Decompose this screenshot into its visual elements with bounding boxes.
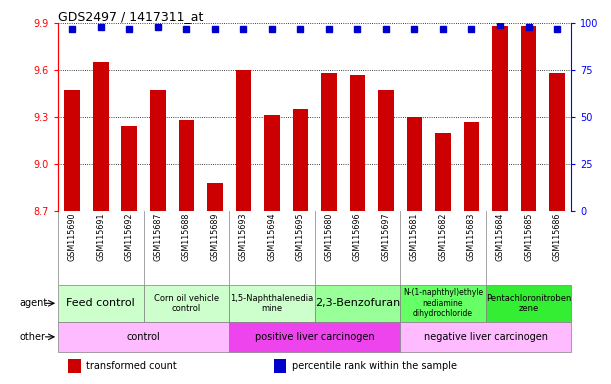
Bar [321, 73, 337, 211]
Bar [435, 133, 451, 211]
Bar [207, 183, 223, 211]
Bar [15, 383, 16, 384]
Text: agent: agent [20, 298, 48, 308]
Text: positive liver carcinogen: positive liver carcinogen [255, 332, 375, 342]
Text: GSM115683: GSM115683 [467, 212, 476, 261]
Text: negative liver carcinogen: negative liver carcinogen [424, 332, 547, 342]
Bar [274, 359, 287, 373]
Text: Pentachloronitroben
zene: Pentachloronitroben zene [486, 294, 571, 313]
Text: Corn oil vehicle
control: Corn oil vehicle control [154, 294, 219, 313]
Bar [58, 285, 144, 322]
Text: GSM115685: GSM115685 [524, 212, 533, 261]
Text: control: control [126, 332, 161, 342]
Text: Feed control: Feed control [67, 298, 135, 308]
Bar [229, 322, 400, 352]
Bar [68, 359, 81, 373]
Text: GSM115695: GSM115695 [296, 212, 305, 261]
Bar [407, 117, 422, 211]
Bar [144, 285, 229, 322]
Bar [486, 285, 571, 322]
Bar [2, 383, 4, 384]
Text: GSM115690: GSM115690 [68, 212, 77, 261]
Bar [5, 383, 7, 384]
Bar [400, 285, 486, 322]
Bar [492, 26, 508, 211]
Bar [9, 383, 10, 384]
Bar [236, 70, 251, 211]
Bar [13, 383, 15, 384]
Text: transformed count: transformed count [86, 361, 177, 371]
Bar [378, 90, 394, 211]
Bar [549, 73, 565, 211]
Bar [293, 109, 309, 211]
Text: 1,5-Naphthalenedia
mine: 1,5-Naphthalenedia mine [230, 294, 313, 313]
Bar [4, 383, 5, 384]
Bar [264, 116, 280, 211]
Bar [178, 120, 194, 211]
Text: N-(1-naphthyl)ethyle
nediamine
dihydrochloride: N-(1-naphthyl)ethyle nediamine dihydroch… [403, 288, 483, 318]
Bar [229, 285, 315, 322]
Bar [122, 126, 137, 211]
Text: GSM115689: GSM115689 [210, 212, 219, 261]
Bar [16, 383, 18, 384]
Text: other: other [20, 332, 46, 342]
Text: GSM115694: GSM115694 [268, 212, 276, 261]
Text: GSM115686: GSM115686 [552, 212, 562, 261]
Text: GSM115681: GSM115681 [410, 212, 419, 261]
Text: GSM115688: GSM115688 [182, 212, 191, 261]
Bar [464, 122, 480, 211]
Text: GSM115696: GSM115696 [353, 212, 362, 261]
Bar [349, 75, 365, 211]
Text: GSM115693: GSM115693 [239, 212, 248, 261]
Text: GSM115680: GSM115680 [324, 212, 334, 261]
Text: GSM115684: GSM115684 [496, 212, 505, 261]
Text: GSM115691: GSM115691 [97, 212, 105, 261]
Text: GSM115697: GSM115697 [381, 212, 390, 261]
Text: GSM115682: GSM115682 [439, 212, 447, 261]
Text: percentile rank within the sample: percentile rank within the sample [291, 361, 456, 371]
Text: GSM115687: GSM115687 [153, 212, 163, 261]
Text: 2,3-Benzofuran: 2,3-Benzofuran [315, 298, 400, 308]
Text: GSM115692: GSM115692 [125, 212, 134, 261]
Bar [400, 322, 571, 352]
Bar [12, 383, 13, 384]
Bar [315, 285, 400, 322]
Bar [7, 383, 9, 384]
Bar [150, 90, 166, 211]
Bar [1, 383, 2, 384]
Bar [65, 90, 80, 211]
Bar [10, 383, 12, 384]
Bar [521, 26, 536, 211]
Text: GDS2497 / 1417311_at: GDS2497 / 1417311_at [58, 10, 203, 23]
Bar [93, 62, 109, 211]
Bar [58, 322, 229, 352]
